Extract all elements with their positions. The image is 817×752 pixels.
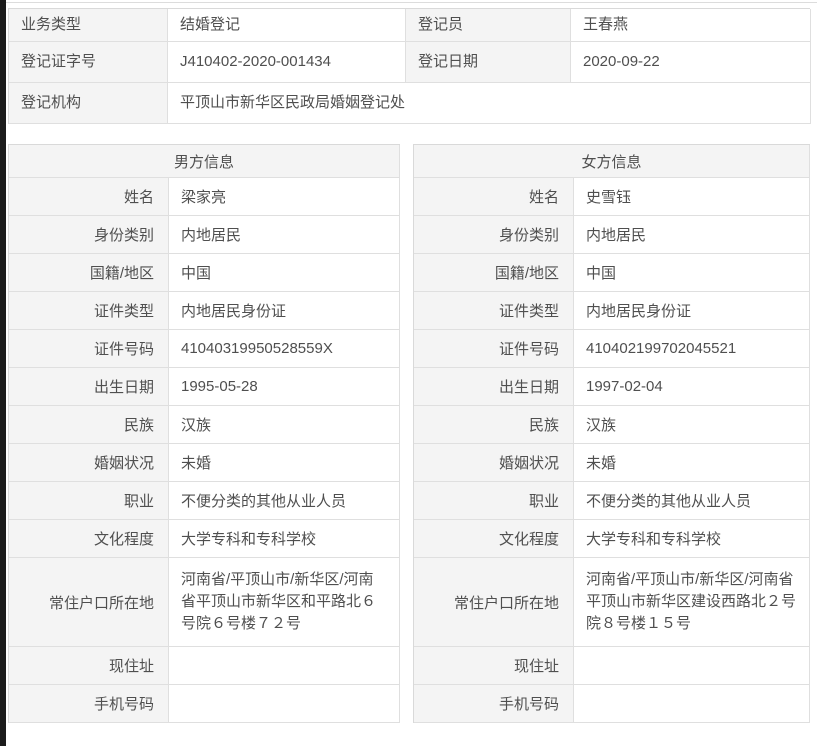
nationality-value: 中国 (574, 254, 810, 292)
id-type-value: 内地居民身份证 (574, 292, 810, 330)
birth-date-label: 出生日期 (414, 368, 574, 406)
nationality-label: 国籍/地区 (9, 254, 169, 292)
id-number-value: 41040319950528559X (169, 330, 400, 368)
occupation-label: 职业 (9, 482, 169, 520)
mobile-number-value (169, 685, 400, 723)
female-info-title: 女方信息 (414, 145, 810, 178)
mobile-number-label: 手机号码 (9, 685, 169, 723)
certificate-no-value: J410402-2020-001434 (168, 42, 406, 83)
id-number-label: 证件号码 (9, 330, 169, 368)
marital-status-label: 婚姻状况 (414, 444, 574, 482)
birth-date-value: 1995-05-28 (169, 368, 400, 406)
party-info-section: 男方信息 姓名 梁家亮 身份类别 内地居民 国籍/地区 中国 证件类型 内地居民… (8, 144, 810, 723)
education-label: 文化程度 (9, 520, 169, 558)
identity-type-value: 内地居民 (574, 216, 810, 254)
name-label: 姓名 (414, 178, 574, 216)
registration-office-value: 平顶山市新华区民政局婚姻登记处 (168, 83, 811, 124)
registration-date-value: 2020-09-22 (571, 42, 811, 83)
ethnicity-label: 民族 (9, 406, 169, 444)
ethnicity-label: 民族 (414, 406, 574, 444)
identity-type-label: 身份类别 (414, 216, 574, 254)
male-info-title: 男方信息 (9, 145, 400, 178)
household-address-label: 常住户口所在地 (414, 558, 574, 647)
id-type-label: 证件类型 (414, 292, 574, 330)
mobile-number-label: 手机号码 (414, 685, 574, 723)
nationality-label: 国籍/地区 (414, 254, 574, 292)
name-value: 梁家亮 (169, 178, 400, 216)
identity-type-label: 身份类别 (9, 216, 169, 254)
business-type-value: 结婚登记 (168, 9, 406, 42)
education-value: 大学专科和专科学校 (169, 520, 400, 558)
section-gap (8, 124, 810, 144)
male-info-table: 男方信息 姓名 梁家亮 身份类别 内地居民 国籍/地区 中国 证件类型 内地居民… (8, 144, 400, 723)
mobile-number-value (574, 685, 810, 723)
business-type-label: 业务类型 (9, 9, 168, 42)
birth-date-label: 出生日期 (9, 368, 169, 406)
occupation-value: 不便分类的其他从业人员 (169, 482, 400, 520)
id-number-label: 证件号码 (414, 330, 574, 368)
name-value: 史雪钰 (574, 178, 810, 216)
registration-date-label: 登记日期 (406, 42, 571, 83)
current-address-label: 现住址 (414, 647, 574, 685)
marital-status-label: 婚姻状况 (9, 444, 169, 482)
education-value: 大学专科和专科学校 (574, 520, 810, 558)
current-address-label: 现住址 (9, 647, 169, 685)
top-divider (6, 2, 817, 3)
education-label: 文化程度 (414, 520, 574, 558)
current-address-value (574, 647, 810, 685)
ethnicity-value: 汉族 (574, 406, 810, 444)
household-address-value: 河南省/平顶山市/新华区/河南省平顶山市新华区建设西路北２号院８号楼１５号 (574, 558, 810, 647)
identity-type-value: 内地居民 (169, 216, 400, 254)
household-address-label: 常住户口所在地 (9, 558, 169, 647)
registrar-value: 王春燕 (571, 9, 811, 42)
id-type-label: 证件类型 (9, 292, 169, 330)
birth-date-value: 1997-02-04 (574, 368, 810, 406)
current-address-value (169, 647, 400, 685)
window-left-edge (0, 0, 6, 746)
occupation-value: 不便分类的其他从业人员 (574, 482, 810, 520)
id-type-value: 内地居民身份证 (169, 292, 400, 330)
household-address-value: 河南省/平顶山市/新华区/河南省平顶山市新华区和平路北６号院６号楼７２号 (169, 558, 400, 647)
ethnicity-value: 汉族 (169, 406, 400, 444)
female-info-table: 女方信息 姓名 史雪钰 身份类别 内地居民 国籍/地区 中国 证件类型 内地居民… (413, 144, 810, 723)
registration-office-label: 登记机构 (9, 83, 168, 124)
name-label: 姓名 (9, 178, 169, 216)
registrar-label: 登记员 (406, 9, 571, 42)
marital-status-value: 未婚 (169, 444, 400, 482)
registration-summary-table: 业务类型 结婚登记 登记员 王春燕 登记证字号 J410402-2020-001… (8, 8, 811, 124)
marriage-registration-record: 业务类型 结婚登记 登记员 王春燕 登记证字号 J410402-2020-001… (8, 8, 811, 723)
nationality-value: 中国 (169, 254, 400, 292)
certificate-no-label: 登记证字号 (9, 42, 168, 83)
id-number-value: 410402199702045521 (574, 330, 810, 368)
marital-status-value: 未婚 (574, 444, 810, 482)
occupation-label: 职业 (414, 482, 574, 520)
